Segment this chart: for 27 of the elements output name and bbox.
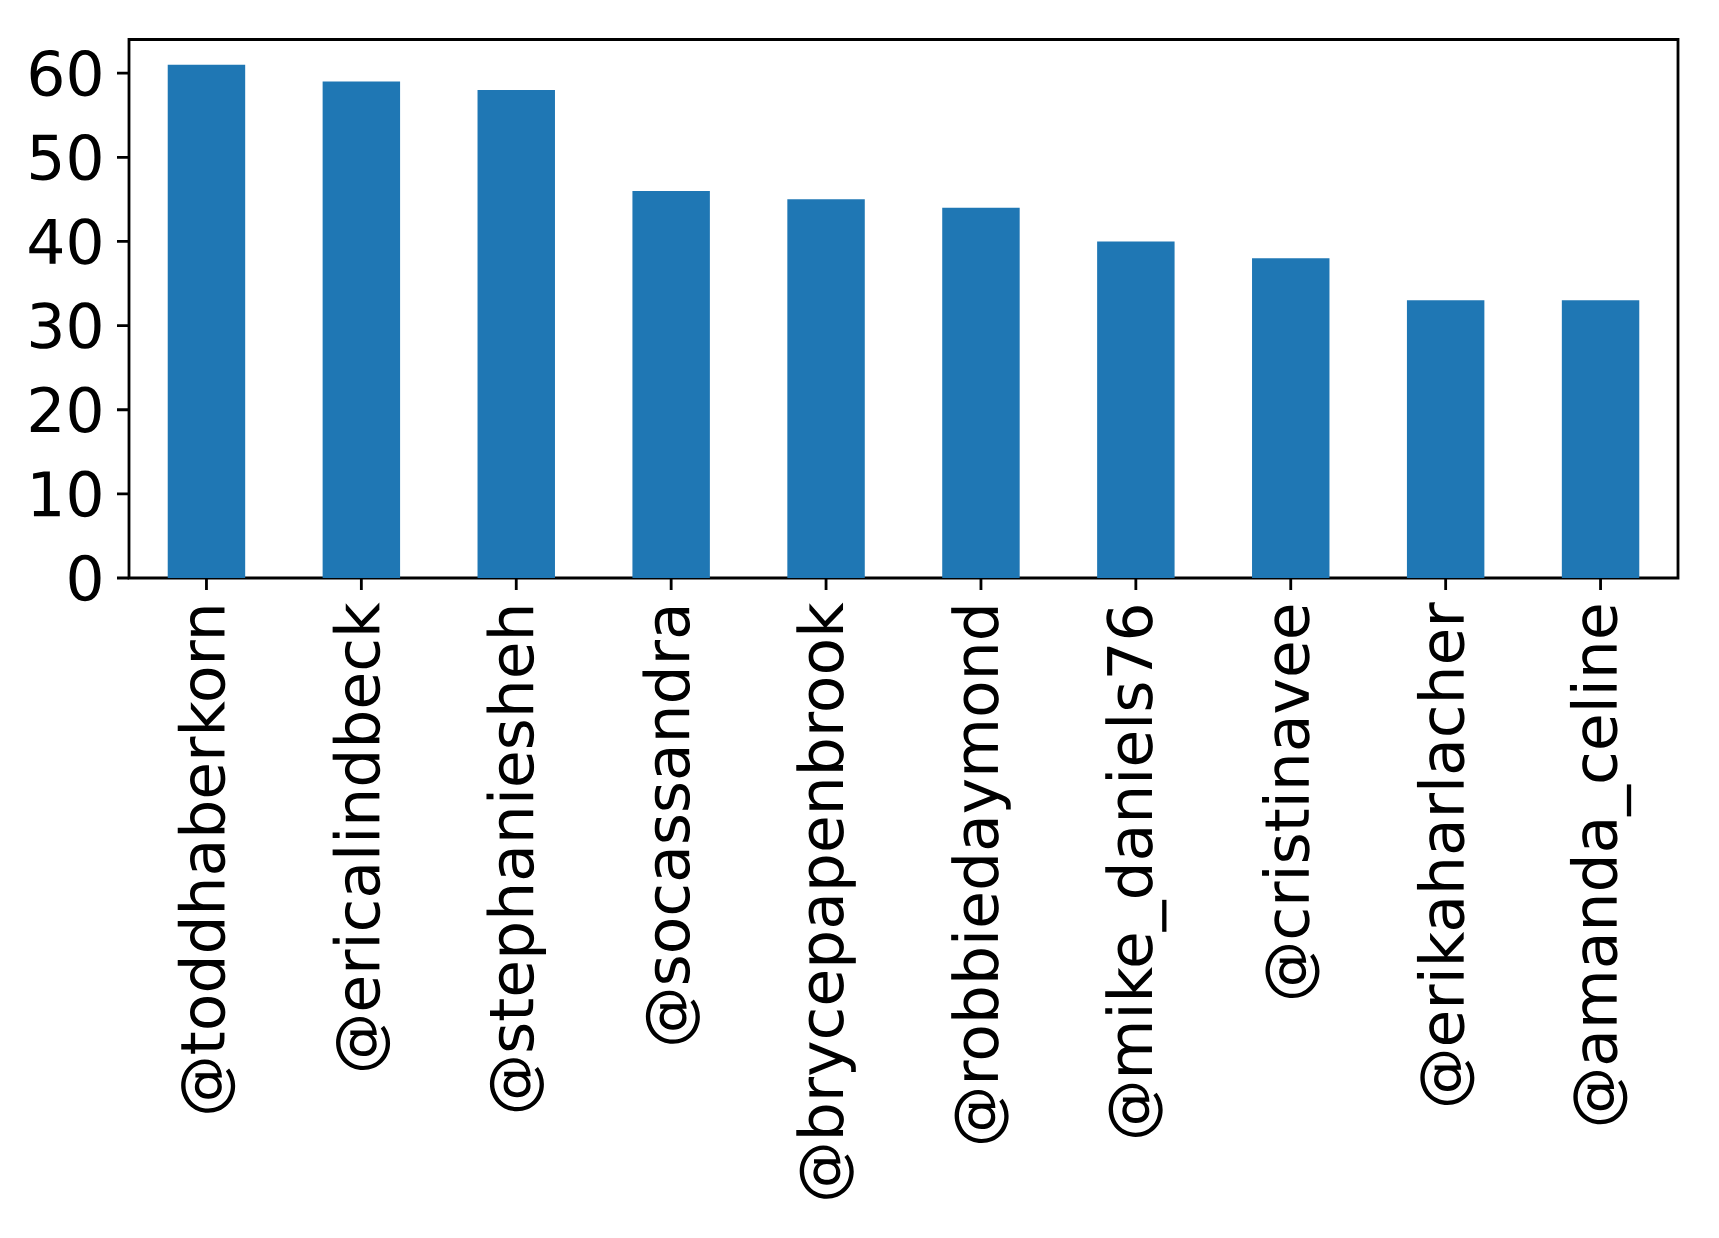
x-tick-label: @stephaniesheh: [486, 607, 547, 1112]
bar: [1252, 258, 1330, 578]
bar: [322, 81, 401, 578]
bar: [787, 199, 865, 578]
bar: [1097, 241, 1175, 578]
bar: [477, 90, 555, 578]
y-tick-label: 30: [31, 302, 101, 349]
bar: [1561, 300, 1640, 578]
bar: [167, 64, 246, 578]
y-tick-label: 20: [30, 386, 101, 433]
bar: [1406, 300, 1485, 578]
bar: [632, 190, 710, 578]
y-tick-label: 60: [30, 49, 101, 97]
x-tick-label: @ericalindbeck: [332, 602, 391, 1071]
x-tick-label: @socassandra: [642, 607, 700, 1044]
x-tick-label: @cristinavee: [1262, 605, 1320, 999]
y-tick-label: 50: [31, 134, 101, 181]
x-tick-label: @mike_daniels76: [1105, 606, 1167, 1137]
y-tick-label: 0: [69, 554, 101, 602]
y-tick-label: 40: [29, 218, 101, 265]
x-tick-label: @amanda_celine: [1569, 605, 1632, 1125]
x-tick-label: @toddhaberkorn: [177, 607, 236, 1113]
x-tick-label: @robbiedaymond: [951, 607, 1011, 1144]
y-tick-label: 10: [33, 470, 101, 518]
x-tick-label: @brycepapenbrook: [796, 602, 856, 1199]
x-tick-label: @erikaharlacher: [1416, 602, 1475, 1105]
bar: [942, 207, 1020, 578]
